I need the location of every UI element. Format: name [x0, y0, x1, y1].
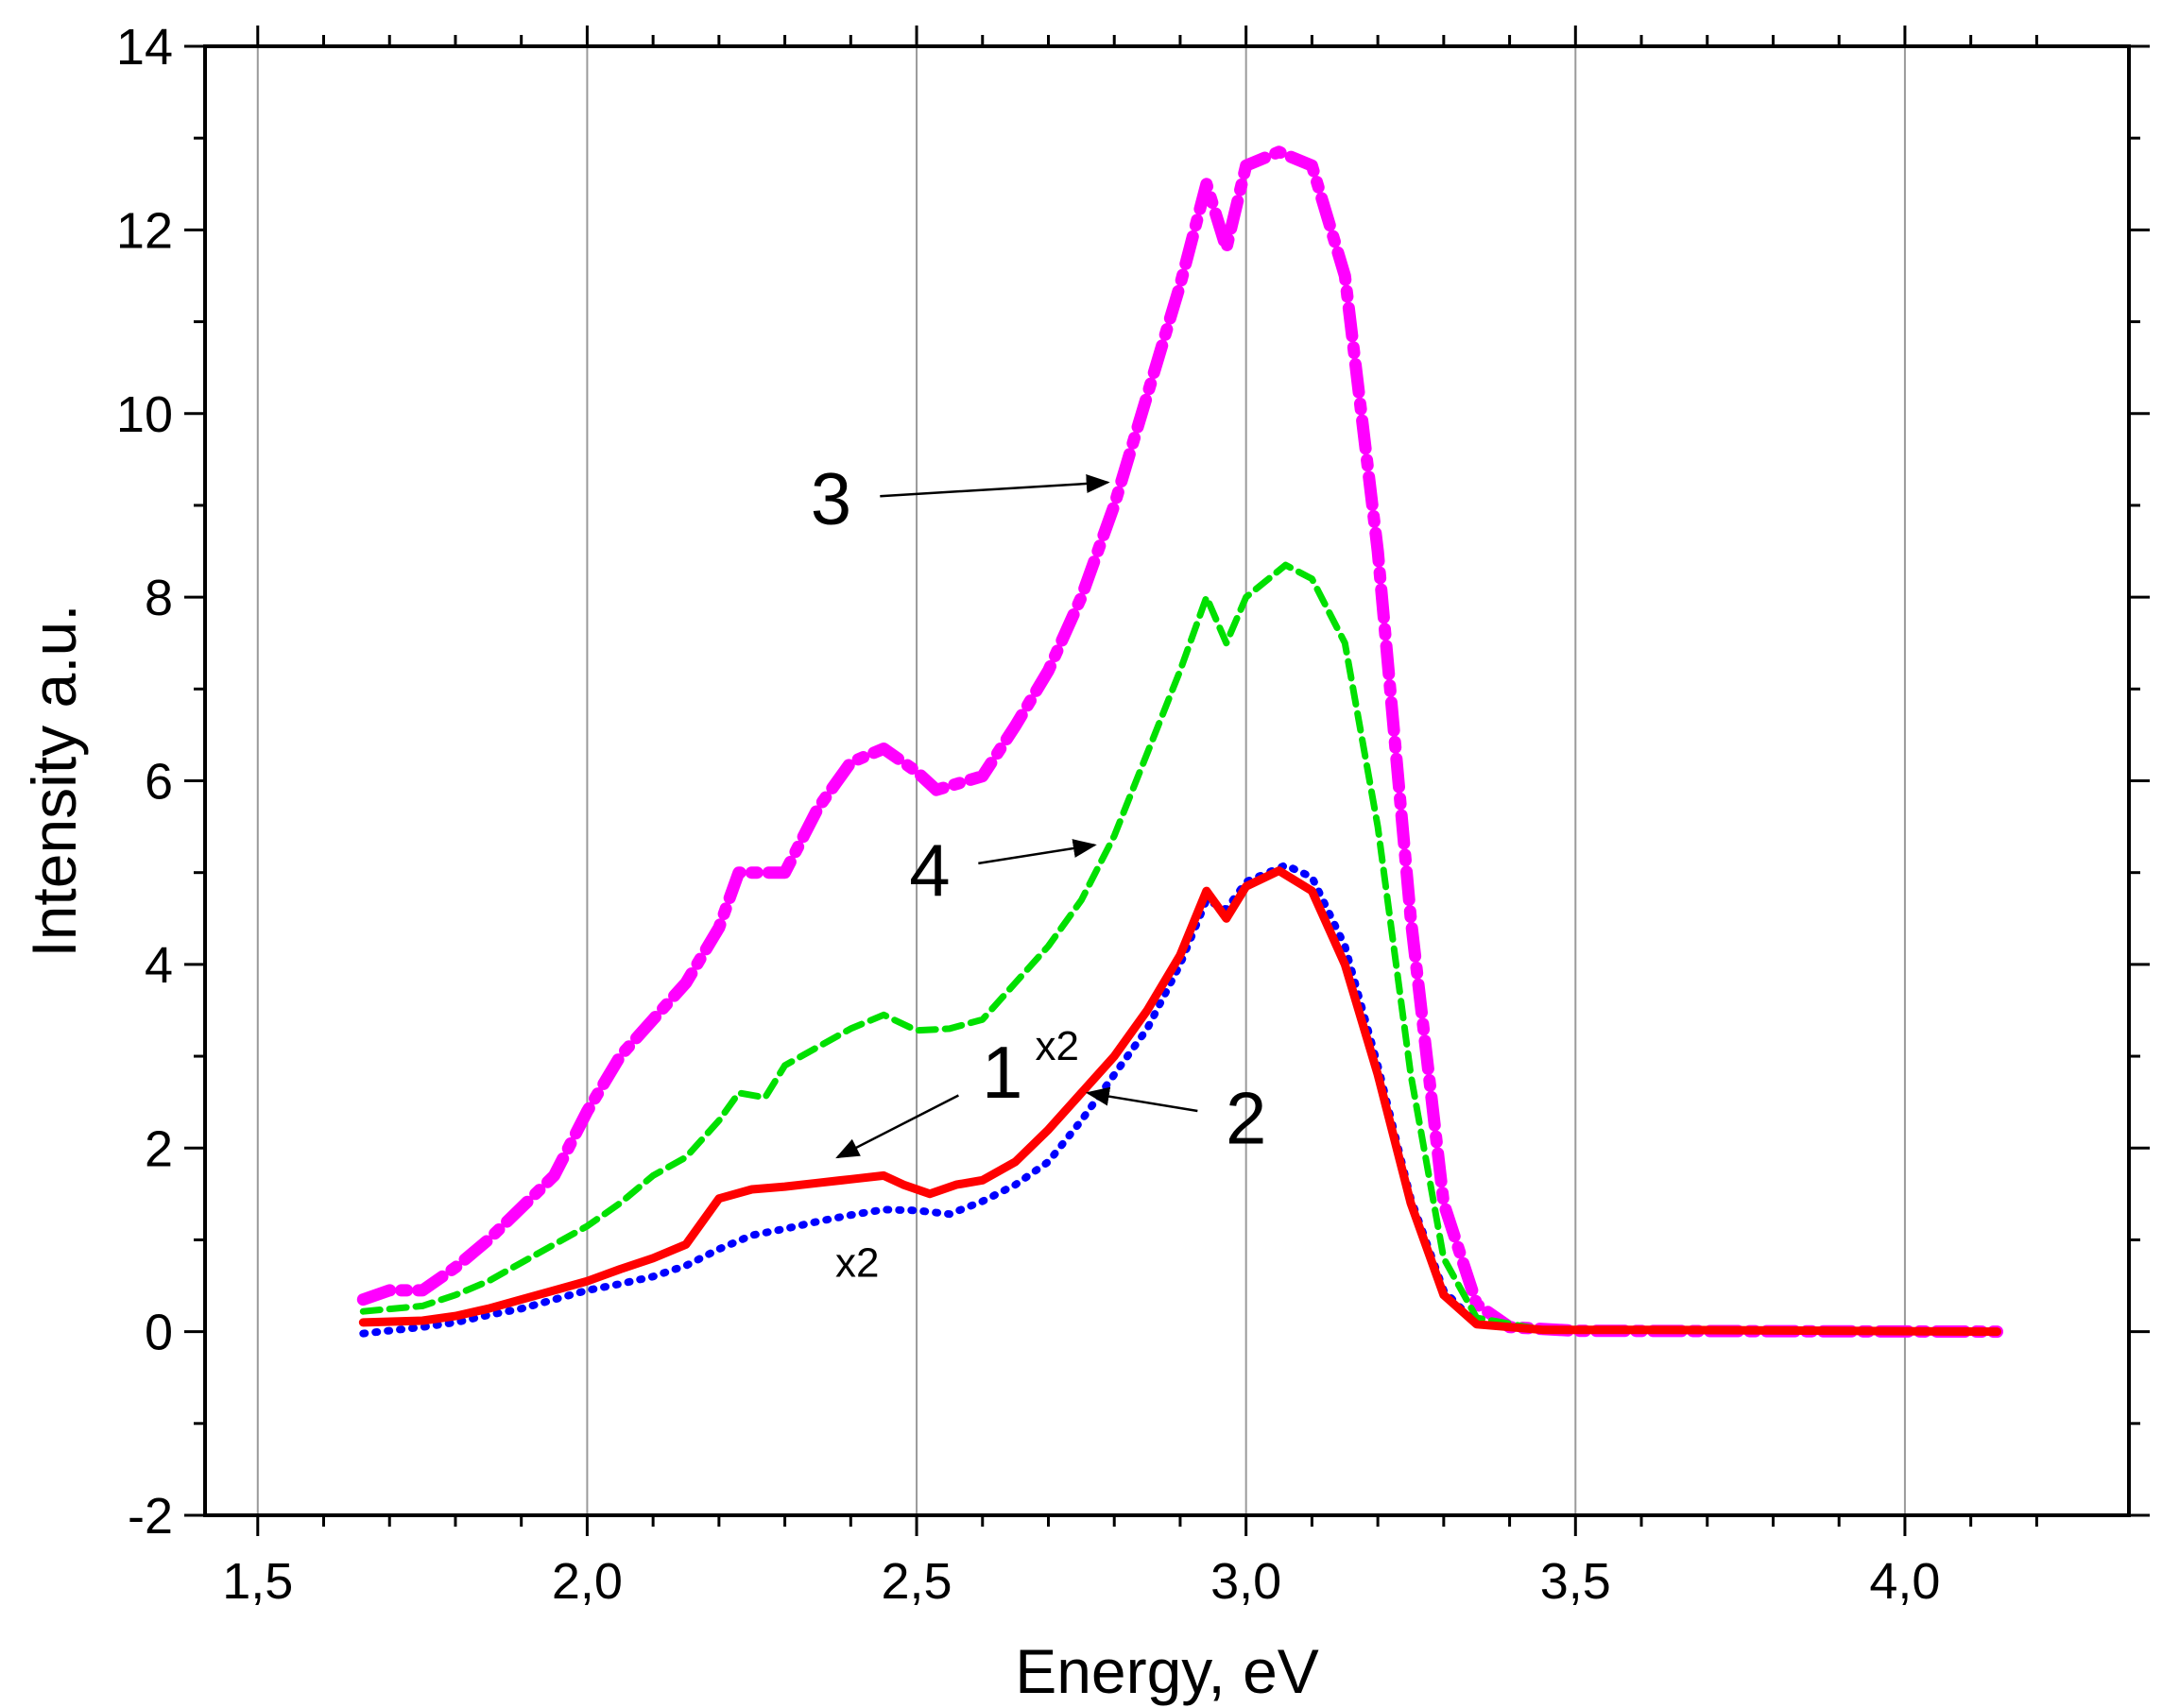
y-tick-label: 4 — [145, 937, 173, 994]
x-tick-label: 2,5 — [882, 1553, 952, 1610]
y-tick-label: 0 — [145, 1305, 173, 1361]
annotation-arrow-3 — [1085, 1086, 1198, 1113]
y-tick-label: 8 — [145, 570, 173, 626]
x-tick-label: 4,0 — [1869, 1553, 1940, 1610]
annotation-arrow-2 — [835, 1094, 959, 1159]
series-line-1 — [358, 866, 2001, 1337]
annotation-arrow-1 — [978, 839, 1097, 865]
annotation-label-4: x2 — [835, 1239, 879, 1286]
plot-frame — [203, 44, 2131, 1517]
annotation-label-2: 1 — [982, 1031, 1022, 1114]
y-axis-title: Intensity a.u. — [19, 604, 89, 957]
y-tick-label: 12 — [116, 202, 173, 259]
x-axis-title: Energy, eV — [1015, 1636, 1319, 1706]
series-line-3 — [356, 145, 2003, 1339]
x-tick-label: 2,0 — [552, 1553, 623, 1610]
x-tick-label: 3,0 — [1210, 1553, 1281, 1610]
x-tick-label: 3,5 — [1540, 1553, 1611, 1610]
y-tick-label: 2 — [145, 1120, 173, 1177]
grid-lines — [256, 46, 1906, 1515]
y-tick-label: 6 — [145, 754, 173, 811]
series-line-4 — [359, 561, 2000, 1336]
annotation-label-1: 4 — [909, 828, 950, 912]
y-tick-label: -2 — [128, 1488, 173, 1545]
annotation-superscript-2: x2 — [1035, 1023, 1078, 1069]
x-tick-label: 1,5 — [222, 1553, 293, 1610]
annotation-label-3: 2 — [1226, 1076, 1266, 1159]
y-tick-label: 14 — [116, 19, 173, 76]
annotation-label-0: 3 — [811, 456, 851, 539]
series-group — [356, 145, 2003, 1339]
series-line-2 — [359, 861, 2001, 1338]
annotations: 3 4 1 x2 2 x2 — [811, 456, 1267, 1286]
y-tick-label: 10 — [116, 386, 173, 443]
annotation-arrow-0 — [880, 474, 1110, 498]
